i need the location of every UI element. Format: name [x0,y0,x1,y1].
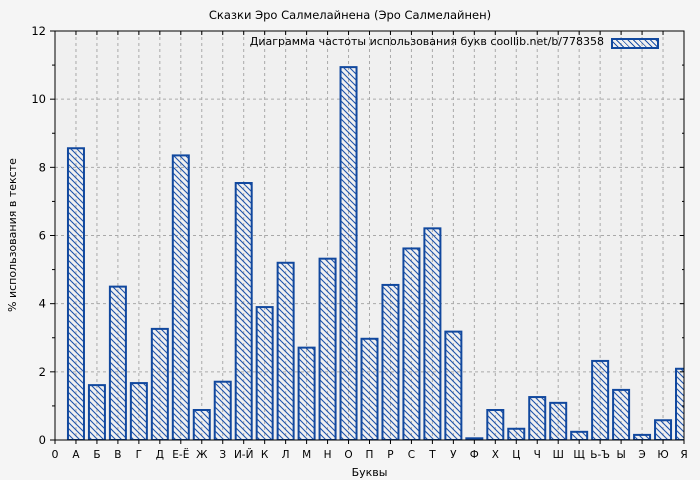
x-tick-label-С: С [408,449,415,461]
bar-Б [87,384,106,440]
y-tick-label-0: 0 [39,433,46,447]
bar-Э [633,433,652,440]
x-tick-label-Б: Б [93,449,100,461]
x-tick-label-Е-Ё: Е-Ё [172,448,189,461]
bar-З [213,380,232,440]
bar-Ы [612,388,631,440]
x-tick-label-Х: Х [492,449,499,461]
x-tick-label-З: З [219,449,226,461]
x-tick-label-Ж: Ж [196,449,208,461]
bars-group [66,66,684,440]
bar-К [255,306,274,440]
y-tick-labels: 0 2 4 6 8 10 12 [31,24,46,447]
x-tick-label-В: В [114,449,121,461]
x-tick-label-Ш: Ш [553,449,564,461]
x-tick-label-Э: Э [638,449,645,461]
x-tick-label-Ц: Ц [512,449,520,461]
bar-И-Й [234,182,253,440]
x-tick-label-М: М [302,449,311,461]
bar-Ч [528,396,547,440]
bar-Г [129,382,148,440]
bar-Ь-Ъ [591,359,610,440]
x-tick-label-Щ: Щ [573,449,585,461]
chart-title: Сказки Эро Салмелайнена (Эро Салмелайнен… [208,8,492,22]
x-tick-label-П: П [366,449,374,461]
bar-П [360,337,379,440]
y-tick-label-2: 2 [39,365,46,379]
x-tick-label-Н: Н [324,449,332,461]
bar-Д [150,327,169,440]
x-tick-label-Ы: Ы [616,449,625,461]
x-tick-label-Р: Р [387,449,393,461]
bar-Е-Ё [171,154,190,440]
x-tick-label-Ь-Ъ: Ь-Ъ [590,449,610,461]
bar-Ж [192,409,211,440]
x-tick-label-Л: Л [282,449,290,461]
x-tick-label-У: У [450,449,457,461]
legend-hatch-sample [611,38,659,49]
bar-Р [381,283,400,440]
bar-А [66,147,85,440]
x-tick-label-Г: Г [136,449,142,461]
bar-О [339,66,358,440]
bar-Ц [507,427,526,440]
x-axis-label: Буквы [351,466,388,479]
x-tick-label-Я: Я [680,449,687,461]
bar-У [444,330,463,440]
x-tick-labels: 0 А Б В Г Д Е-Ё Ж З И-Й К Л М Н О П Р С Т У Ф Х Ц Ч Ш Щ Ь-Ъ Ы Э Ю Я [52,448,688,461]
bar-Ш [549,401,568,440]
x-tick-label-Т: Т [428,449,436,461]
axis-ticks [50,30,685,444]
x-tick-label-origin: 0 [52,448,59,461]
y-tick-label-8: 8 [39,160,46,174]
bar-С [402,247,421,440]
y-tick-label-12: 12 [31,24,46,38]
bar-Т [423,227,442,440]
bar-Ю [654,419,673,440]
x-tick-label-Ф: Ф [470,449,479,461]
bar-Щ [570,430,589,440]
x-tick-label-Ю: Ю [657,449,668,461]
y-tick-label-6: 6 [39,229,46,243]
x-tick-label-О: О [344,449,352,461]
bar-М [297,346,316,440]
legend-label: Диаграмма частоты использования букв coo… [249,35,604,48]
bar-Ф [465,437,484,440]
bar-Х [486,409,505,440]
bar-Л [276,261,295,440]
x-tick-label-И-Й: И-Й [234,448,254,461]
bar-Н [318,257,337,440]
x-tick-label-К: К [261,449,269,461]
y-tick-label-4: 4 [39,297,46,311]
bar-В [108,285,127,440]
x-tick-label-Д: Д [156,449,164,461]
x-tick-label-А: А [72,449,80,461]
x-tick-label-Ч: Ч [534,449,541,461]
bar-Я [675,367,684,440]
y-tick-label-10: 10 [31,92,46,106]
